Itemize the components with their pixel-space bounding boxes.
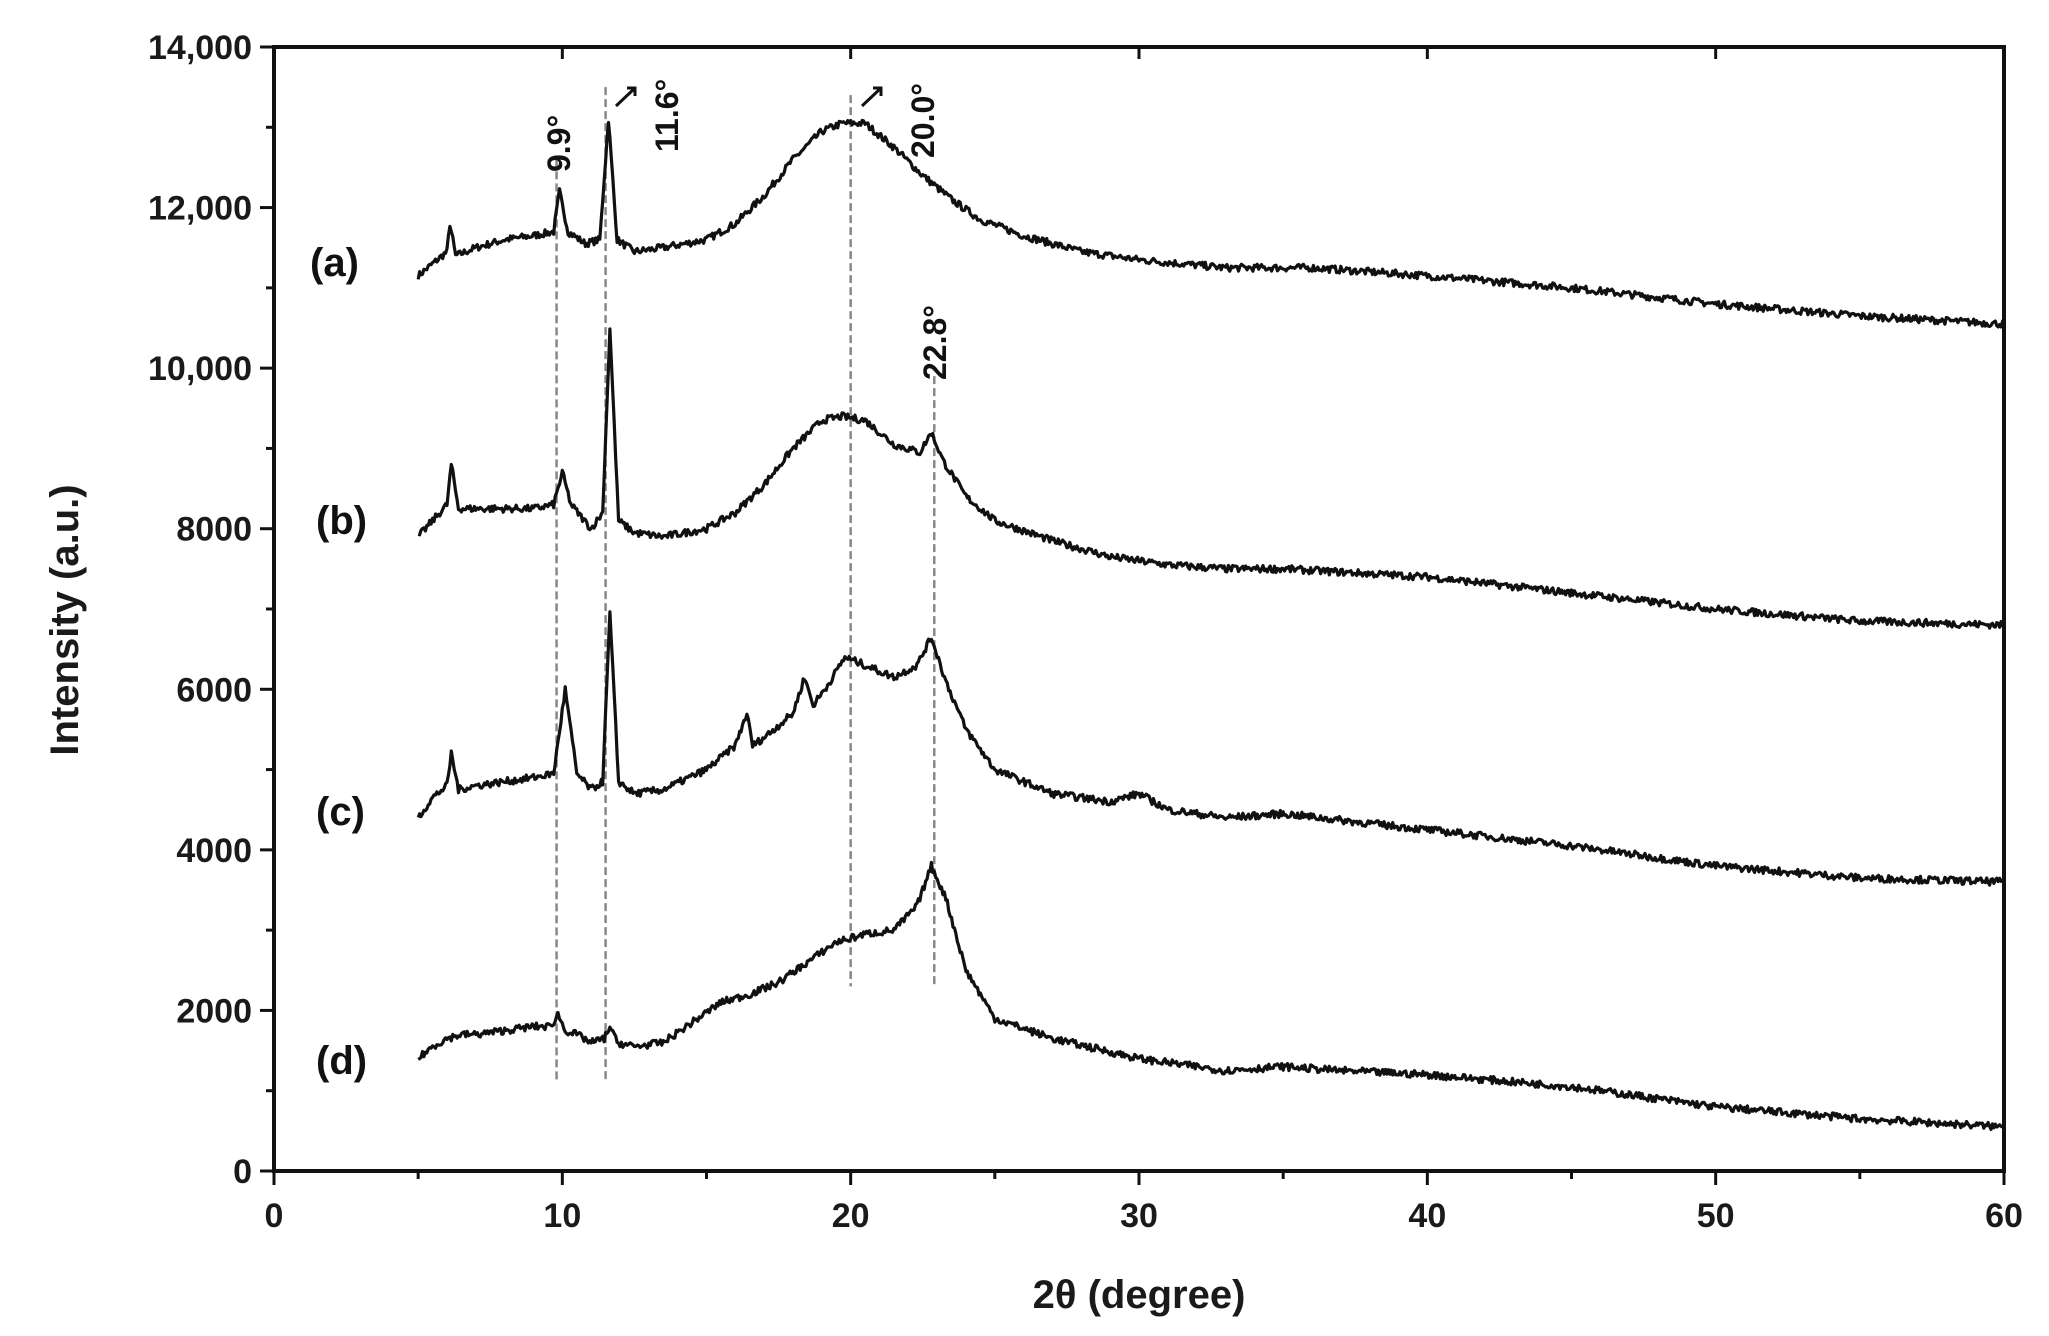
- x-tick-label: 40: [1408, 1197, 1446, 1235]
- curve-label-c: (c): [316, 790, 365, 834]
- xrd-curve-c: [416, 610, 2006, 887]
- peak-labels: 9.9° 11.6° 20.0° 22.8°: [541, 79, 953, 380]
- x-tick-label: 10: [543, 1197, 581, 1235]
- y-tick-label: 4000: [176, 832, 252, 870]
- arrow-icon-20-0: [860, 86, 883, 108]
- x-tick-label: 0: [265, 1197, 284, 1235]
- peak-label-9-9: 9.9°: [541, 115, 577, 172]
- y-axis-ticks: 0 2000 4000 6000 8000 10,000 12,000 14,000: [148, 29, 274, 1191]
- y-tick-label: 6000: [176, 671, 252, 709]
- arrow-icon-11-6: [614, 86, 637, 108]
- y-tick-label: 10,000: [148, 350, 252, 388]
- y-axis-label: Intensity (a.u.): [43, 484, 87, 755]
- x-tick-label: 30: [1120, 1197, 1158, 1235]
- y-tick-label: 0: [233, 1153, 252, 1191]
- curve-label-b: (b): [316, 499, 367, 543]
- xrd-curve-a: [416, 118, 2006, 329]
- y-tick-label: 8000: [176, 511, 252, 549]
- curve-label-d: (d): [316, 1039, 367, 1083]
- peak-label-11-6: 11.6°: [649, 79, 685, 152]
- x-axis-label: 2θ (degree): [1033, 1273, 1246, 1317]
- curve-label-a: (a): [310, 241, 359, 285]
- peak-arrows: [614, 86, 883, 108]
- peak-guide-lines: [555, 87, 936, 1083]
- y-tick-label: 14,000: [148, 29, 252, 67]
- peak-label-20-0: 20.0°: [905, 83, 941, 158]
- x-tick-label: 60: [1985, 1197, 2023, 1235]
- y-tick-label: 2000: [176, 992, 252, 1030]
- y-tick-label: 12,000: [148, 190, 252, 228]
- xrd-curve-d: [417, 860, 2005, 1131]
- curve-labels: (a) (b) (c) (d): [310, 241, 367, 1083]
- peak-label-22-8: 22.8°: [917, 305, 953, 380]
- diffraction-curves: [416, 118, 2006, 1131]
- x-tick-label: 50: [1697, 1197, 1735, 1235]
- x-tick-label: 20: [832, 1197, 870, 1235]
- x-axis-ticks: 0 10 20 30 40 50 60: [265, 47, 2023, 1235]
- xrd-curve-b: [417, 327, 2005, 630]
